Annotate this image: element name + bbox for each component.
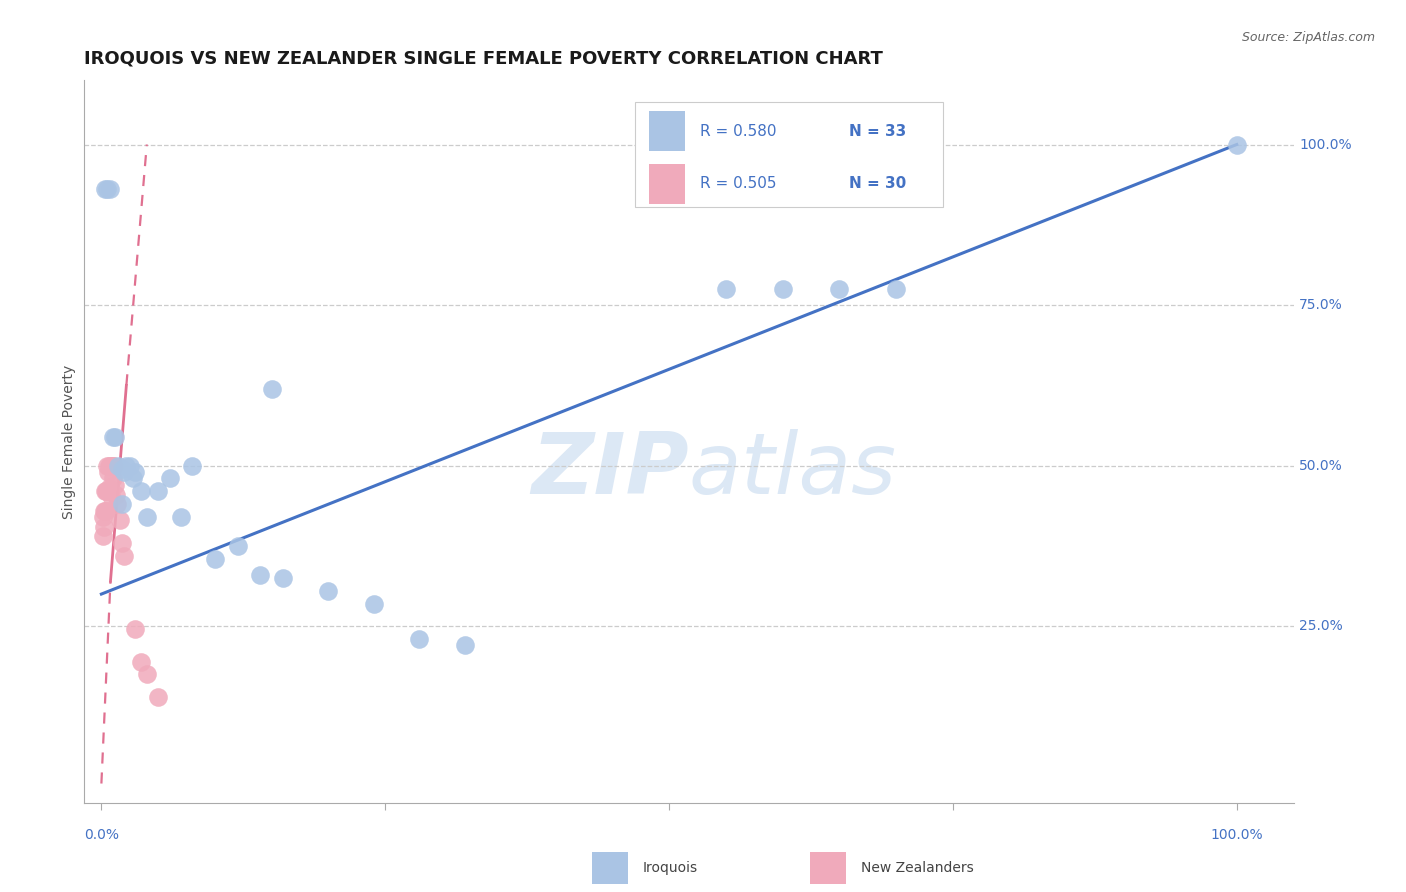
Point <box>772 282 794 296</box>
Point <box>111 497 134 511</box>
Point <box>129 655 152 669</box>
Point <box>111 462 134 476</box>
Point <box>135 510 157 524</box>
Point <box>100 458 122 473</box>
Point <box>124 623 146 637</box>
FancyBboxPatch shape <box>634 102 943 207</box>
Point <box>828 282 851 296</box>
Text: R = 0.580: R = 0.580 <box>700 124 776 139</box>
Point <box>96 484 118 499</box>
Point <box>100 458 122 473</box>
Point <box>97 465 120 479</box>
Point <box>93 503 115 517</box>
Point <box>129 484 152 499</box>
Point <box>101 430 124 444</box>
Text: New Zealanders: New Zealanders <box>860 861 973 875</box>
Point <box>105 497 128 511</box>
Bar <box>810 852 846 884</box>
Point <box>249 567 271 582</box>
Bar <box>650 164 685 203</box>
Text: 0.0%: 0.0% <box>84 829 120 842</box>
Point <box>101 471 124 485</box>
Point <box>100 484 122 499</box>
Point <box>94 503 117 517</box>
Point <box>112 465 135 479</box>
Point <box>271 571 294 585</box>
Point <box>146 690 169 704</box>
Point <box>135 667 157 681</box>
Point <box>101 458 124 473</box>
Point <box>104 430 127 444</box>
Point <box>112 549 135 563</box>
Point <box>226 539 249 553</box>
Point <box>115 458 138 473</box>
Point <box>94 503 117 517</box>
Point <box>260 382 283 396</box>
Point <box>181 458 204 473</box>
Y-axis label: Single Female Poverty: Single Female Poverty <box>62 365 76 518</box>
Text: IROQUOIS VS NEW ZEALANDER SINGLE FEMALE POVERTY CORRELATION CHART: IROQUOIS VS NEW ZEALANDER SINGLE FEMALE … <box>84 50 883 68</box>
Point <box>884 282 907 296</box>
Point <box>96 182 118 196</box>
Text: R = 0.505: R = 0.505 <box>700 177 776 191</box>
Text: N = 33: N = 33 <box>849 124 905 139</box>
Text: 25.0%: 25.0% <box>1299 619 1343 633</box>
Point <box>107 458 129 473</box>
Bar <box>650 112 685 151</box>
Point <box>146 484 169 499</box>
Point <box>408 632 430 646</box>
Text: atlas: atlas <box>689 429 897 512</box>
Point <box>170 510 193 524</box>
Text: 50.0%: 50.0% <box>1299 458 1343 473</box>
Text: 100.0%: 100.0% <box>1299 137 1351 152</box>
Point <box>454 639 477 653</box>
Point <box>94 182 117 196</box>
Text: 100.0%: 100.0% <box>1211 829 1263 842</box>
Point <box>91 510 114 524</box>
Point <box>93 519 115 533</box>
Point <box>104 478 127 492</box>
Text: ZIP: ZIP <box>531 429 689 512</box>
Point <box>100 491 122 505</box>
Point <box>105 487 128 501</box>
Point <box>363 597 385 611</box>
Point <box>714 282 737 296</box>
Point <box>98 458 121 473</box>
Point <box>108 513 131 527</box>
Point <box>204 551 226 566</box>
Point <box>118 458 141 473</box>
Point <box>124 465 146 479</box>
Point <box>91 529 114 543</box>
Point <box>98 481 121 495</box>
Point <box>1226 137 1249 152</box>
Point <box>159 471 181 485</box>
Point <box>94 484 117 499</box>
Point <box>122 471 145 485</box>
Point <box>111 535 134 549</box>
Point <box>96 458 118 473</box>
Point <box>100 182 122 196</box>
Point <box>94 484 117 499</box>
Text: N = 30: N = 30 <box>849 177 905 191</box>
Text: 75.0%: 75.0% <box>1299 298 1343 312</box>
Text: Source: ZipAtlas.com: Source: ZipAtlas.com <box>1241 31 1375 45</box>
Text: Iroquois: Iroquois <box>643 861 699 875</box>
Point <box>318 583 340 598</box>
Point <box>103 458 125 473</box>
Bar <box>592 852 628 884</box>
